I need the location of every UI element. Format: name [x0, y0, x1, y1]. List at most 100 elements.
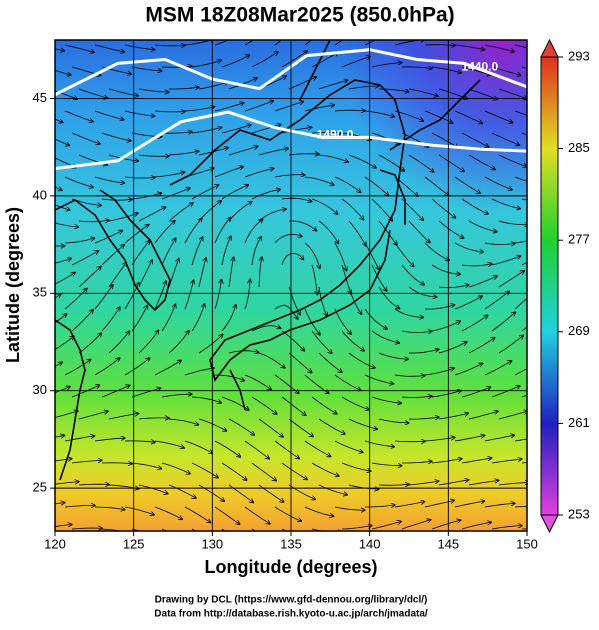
streamline [221, 396, 249, 410]
streamline [138, 418, 169, 419]
streamline [288, 77, 316, 90]
chart-title: MSM 18Z08Mar2025 (850.0hPa) [145, 4, 454, 27]
streamline [64, 436, 95, 442]
streamline [198, 484, 224, 501]
streamline [289, 220, 317, 231]
streamline [124, 225, 149, 244]
streamline [431, 321, 460, 332]
streamline [78, 411, 108, 420]
streamline [101, 132, 131, 141]
streamline [94, 506, 125, 510]
streamline [64, 238, 95, 244]
streamline [191, 128, 222, 134]
streamline [424, 176, 449, 196]
streamline [138, 260, 152, 288]
streamline [214, 280, 222, 310]
streamline [424, 368, 454, 376]
streamline [251, 189, 280, 200]
y-tick-label: 40 [33, 187, 47, 202]
streamline [214, 167, 243, 178]
streamline [191, 462, 218, 478]
streamline [221, 305, 236, 332]
streamline [251, 125, 281, 134]
streamline [401, 396, 432, 397]
streamline [311, 132, 342, 133]
streamline [461, 522, 491, 530]
streamline [491, 256, 521, 266]
streamline [94, 44, 124, 52]
streamline [258, 209, 286, 222]
streamline [318, 286, 327, 316]
streamline [468, 220, 497, 232]
streamline [468, 411, 498, 420]
streamline [484, 243, 515, 245]
streamline [78, 88, 108, 98]
streamline [78, 267, 101, 288]
streamline [364, 242, 379, 270]
streamline [468, 88, 497, 99]
streamline [108, 331, 130, 354]
streamline [371, 264, 387, 291]
streamline [431, 132, 458, 148]
streamline [55, 435, 65, 441]
streamline [461, 315, 488, 332]
streamline [138, 88, 169, 92]
colorbar-tick-label: 293 [568, 48, 590, 63]
y-tick-label: 45 [33, 90, 47, 105]
streamline [364, 308, 387, 329]
streamline [364, 176, 389, 196]
streamline [491, 66, 521, 75]
streamline [168, 203, 193, 222]
streamline [55, 459, 72, 463]
streamline [55, 411, 78, 418]
streamline [431, 264, 460, 274]
streamline [498, 271, 524, 288]
streamline [468, 480, 499, 486]
contour-label: 1490.0 [317, 128, 354, 142]
streamline [424, 437, 455, 442]
streamline [431, 66, 461, 73]
streamline [124, 283, 139, 310]
streamline [288, 352, 312, 373]
streamline [251, 462, 276, 481]
streamline [55, 314, 67, 324]
streamline [244, 440, 269, 459]
streamline [71, 310, 93, 332]
streamline [71, 385, 100, 398]
streamline [484, 291, 509, 310]
streamline [184, 368, 214, 376]
streamline [438, 154, 464, 171]
streamline [64, 289, 87, 310]
streamline [498, 220, 527, 225]
streamline [311, 198, 338, 214]
streamline [424, 242, 449, 260]
y-tick-label: 30 [33, 382, 47, 397]
colorbar-tick-label: 269 [568, 323, 590, 338]
streamline [484, 176, 512, 190]
streamline [108, 263, 126, 288]
streamline [491, 386, 520, 398]
streamline [244, 506, 270, 524]
streamline [454, 435, 485, 442]
streamline [514, 176, 527, 182]
streamline [214, 218, 231, 244]
streamline [55, 482, 79, 485]
streamline [378, 418, 409, 423]
streamline [71, 460, 102, 464]
streamline [55, 111, 63, 123]
streamline [131, 388, 161, 398]
streamline [214, 506, 240, 524]
streamline [371, 330, 399, 343]
streamline [228, 257, 234, 288]
streamline [288, 418, 313, 437]
streamline [274, 40, 283, 46]
streamline [184, 168, 214, 178]
streamline [334, 308, 351, 334]
streamline [55, 336, 74, 350]
streamline [514, 368, 527, 376]
streamline [484, 110, 513, 123]
streamline [438, 88, 467, 99]
colorbar-body [540, 56, 559, 516]
streamline [438, 413, 468, 420]
streamline [161, 238, 176, 266]
